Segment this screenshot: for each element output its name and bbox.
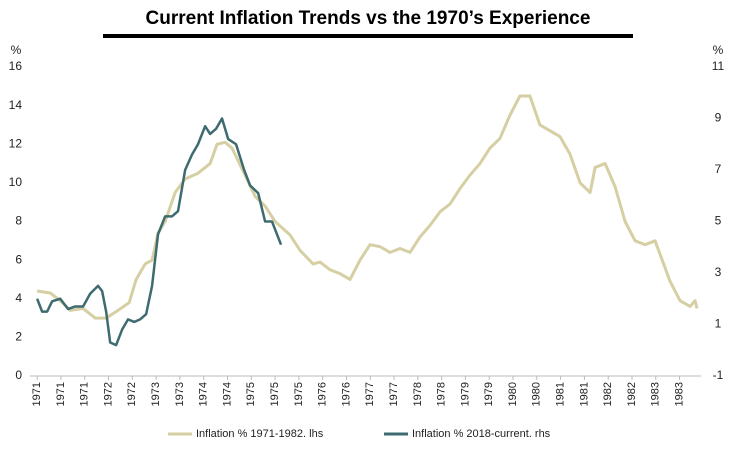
x-tick-label: 1971: [31, 382, 43, 406]
x-tick-label: 1971: [79, 382, 91, 406]
y-tick-label: 4: [15, 291, 22, 305]
y2-axis-label: %: [713, 43, 724, 57]
x-tick-label: 1981: [578, 382, 590, 406]
y-tick-label: 6: [15, 252, 22, 266]
y2-tick-label: 5: [715, 214, 722, 228]
x-tick-label: 1983: [673, 382, 685, 406]
x-tick-label: 1983: [650, 382, 662, 406]
x-tick-label: 1975: [269, 382, 281, 406]
y2-tick-label: 7: [715, 162, 722, 176]
x-tick-label: 1978: [412, 382, 424, 406]
legend-label: Inflation % 1971-1982. lhs: [196, 428, 324, 440]
y-tick-label: 14: [9, 98, 23, 112]
x-tick-label: 1971: [55, 382, 67, 406]
x-tick-label: 1979: [459, 382, 471, 406]
y-tick-label: 8: [15, 214, 22, 228]
y2-tick-label: 9: [715, 111, 722, 125]
x-tick-label: 1973: [150, 382, 162, 406]
x-tick-label: 1974: [221, 382, 233, 406]
x-tick-label: 1975: [245, 382, 257, 406]
x-tick-label: 1977: [388, 382, 400, 406]
y2-tick-label: 1: [715, 317, 722, 331]
series-line: [36, 94, 699, 320]
title-underline: [103, 34, 633, 38]
chart-title: Current Inflation Trends vs the 1970’s E…: [146, 8, 591, 29]
x-tick-label: 1981: [555, 382, 567, 406]
x-tick-label: 1982: [602, 382, 614, 406]
series-line: [35, 117, 283, 347]
x-tick-label: 1976: [317, 382, 329, 406]
x-tick-label: 1982: [626, 382, 638, 406]
x-tick-label: 1973: [174, 382, 186, 406]
y2-tick-label: -1: [713, 368, 724, 382]
y-axis-label: %: [11, 43, 22, 57]
y-tick-label: 10: [9, 175, 23, 189]
x-tick-label: 1980: [531, 382, 543, 406]
y-tick-label: 0: [15, 368, 22, 382]
y2-tick-label: 3: [715, 265, 722, 279]
legend-label: Inflation % 2018-current. rhs: [412, 428, 551, 440]
y-tick-label: 16: [9, 59, 23, 73]
y-tick-label: 12: [9, 136, 23, 150]
x-tick-label: 1972: [102, 382, 114, 406]
x-tick-label: 1979: [483, 382, 495, 406]
x-tick-label: 1972: [126, 382, 138, 406]
x-tick-label: 1977: [364, 382, 376, 406]
x-tick-label: 1974: [198, 382, 210, 406]
x-tick-label: 1980: [507, 382, 519, 406]
x-tick-label: 1975: [293, 382, 305, 406]
y-tick-label: 2: [15, 330, 22, 344]
x-tick-label: 1978: [436, 382, 448, 406]
x-tick-label: 1976: [340, 382, 352, 406]
y2-tick-label: 11: [712, 59, 725, 73]
